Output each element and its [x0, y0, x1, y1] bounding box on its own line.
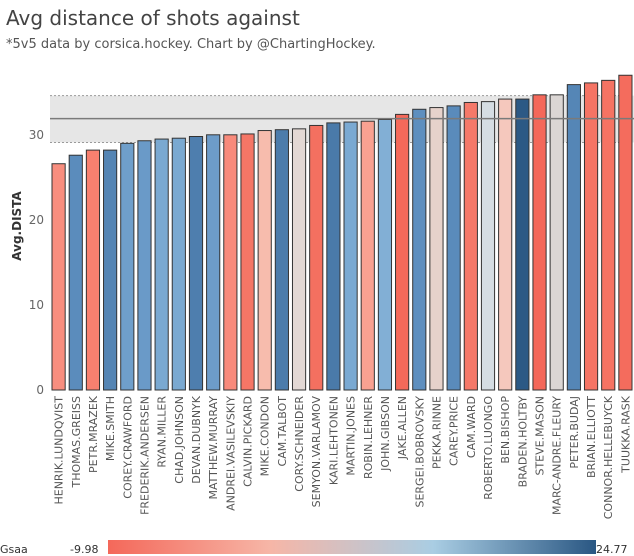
x-tick-label: JAKE.ALLEN [396, 396, 409, 460]
bar-carey-price [446, 105, 461, 391]
bar-frederik-andersen [137, 140, 152, 391]
x-tick-label: SERGEI.BOBROVSKY [413, 396, 426, 508]
y-tick-label: 30 [29, 128, 44, 142]
bar-semyon-varlamov [309, 124, 324, 391]
bar-john-gibson [377, 118, 393, 391]
bar-cam-ward [463, 101, 478, 391]
bar-chad-johnson [171, 137, 186, 391]
bar-henrik-lundqvist [51, 163, 66, 391]
bar-steve-mason [532, 94, 547, 391]
bar-marc-andre-fleury [549, 94, 564, 391]
bar-thomas-greiss [68, 154, 83, 391]
x-tick-label: KARI.LEHTONEN [327, 396, 340, 485]
x-tick-label: RYAN.MILLER [156, 396, 169, 468]
bar-devan-dubnyk [188, 136, 204, 391]
x-tick-label: BEN.BISHOP [499, 396, 512, 464]
x-tick-label: MIKE.SMITH [104, 396, 117, 461]
x-tick-label: MARTIN.JONES [345, 396, 358, 476]
x-tick-label: MARC-ANDRE.FLEURY [551, 396, 564, 515]
bar-mike-condon [257, 130, 272, 391]
x-tick-label: PEKKA.RINNE [430, 396, 443, 469]
chart-subtitle: *5v5 data by corsica.hockey. Chart by @C… [6, 37, 376, 52]
x-tick-label: THOMAS.GREISS [70, 396, 83, 488]
bar-ryan-miller [154, 138, 169, 391]
bar-matthew-murray [206, 134, 221, 391]
chart-title: Avg distance of shots against [6, 6, 300, 30]
x-tick-label: CORY.SCHNEIDER [293, 396, 306, 492]
bar-braden-holtby [515, 98, 530, 391]
bar-martin-jones [343, 121, 358, 391]
bar-robin-lehner [360, 120, 375, 391]
bars [51, 74, 633, 391]
x-tick-label: COREY.CRAWFORD [121, 396, 134, 499]
x-tick-label: DEVAN.DUBNYK [190, 395, 203, 484]
y-axis-title: Avg.DISTA [10, 191, 24, 261]
x-tick-label: CALVIN.PICKARD [242, 396, 255, 487]
x-tick-label: TUUKKA.RASK [619, 395, 632, 474]
x-tick-label: STEVE.MASON [534, 396, 547, 476]
bar-calvin-pickard [240, 133, 255, 391]
x-tick-label: ANDREI.VASILEVSKIY [224, 396, 237, 511]
y-axis: 0 10 20 30 [29, 128, 44, 397]
bar-cam-talbot [274, 129, 289, 391]
x-axis-labels: HENRIK.LUNDQVIST THOMAS.GREISS PETR.MRAZEK… [53, 395, 633, 519]
bar-jake-allen [395, 113, 410, 391]
x-tick-label: MATTHEW.MURRAY [207, 396, 220, 500]
bar-pekka-rinne [429, 107, 444, 391]
x-tick-label: HENRIK.LUNDQVIST [53, 396, 66, 505]
color-legend-max: 24.77 [596, 543, 628, 556]
bar-ben-bishop [498, 98, 513, 391]
x-tick-label: BRADEN.HOLTBY [516, 396, 529, 488]
x-tick-label: FREDERIK.ANDERSEN [138, 396, 151, 515]
color-legend-gradient [108, 540, 596, 554]
bar-cory-schneider [291, 128, 307, 391]
x-tick-label: MIKE.CONDON [259, 396, 272, 476]
bar-kari-lehtonen [326, 122, 341, 391]
x-tick-label: BRIAN.ELLIOTT [585, 396, 598, 478]
bar-sergei-bobrovsky [412, 108, 427, 391]
x-tick-label: CAM.TALBOT [276, 396, 289, 467]
color-legend-min: -9.98 [70, 543, 99, 556]
color-legend-title: Gsaa [0, 543, 28, 556]
x-tick-label: CHAD.JOHNSON [173, 396, 186, 484]
x-tick-label: CONNOR.HELLEBUYCK [602, 395, 615, 519]
bar-andrei-vasilevskiy [223, 134, 238, 391]
x-tick-label: SEMYON.VARLAMOV [310, 396, 323, 508]
x-tick-label: ROBIN.LEHNER [362, 396, 375, 479]
bar-brian-elliott [583, 82, 599, 391]
x-tick-label: ROBERTO.LUONGO [482, 396, 495, 500]
y-tick-label: 0 [36, 383, 44, 397]
x-tick-label: CAM.WARD [465, 396, 478, 458]
bar-connor-hellebuyck [601, 79, 616, 391]
x-tick-label: PETR.MRAZEK [87, 395, 100, 473]
x-tick-label: JOHN.GIBSON [379, 396, 392, 472]
y-tick-label: 10 [29, 298, 44, 312]
bar-petr-mrazek [85, 149, 101, 391]
bar-peter-budaj [566, 84, 581, 391]
bar-mike-smith [103, 149, 118, 391]
y-tick-label: 20 [29, 213, 44, 227]
x-tick-label: CAREY.PRICE [448, 396, 461, 466]
bar-roberto-luongo [480, 101, 496, 391]
bar-corey-crawford [120, 142, 135, 391]
bar-tuukka-rask [618, 74, 633, 391]
x-tick-label: PETER.BUDAJ [568, 396, 581, 469]
